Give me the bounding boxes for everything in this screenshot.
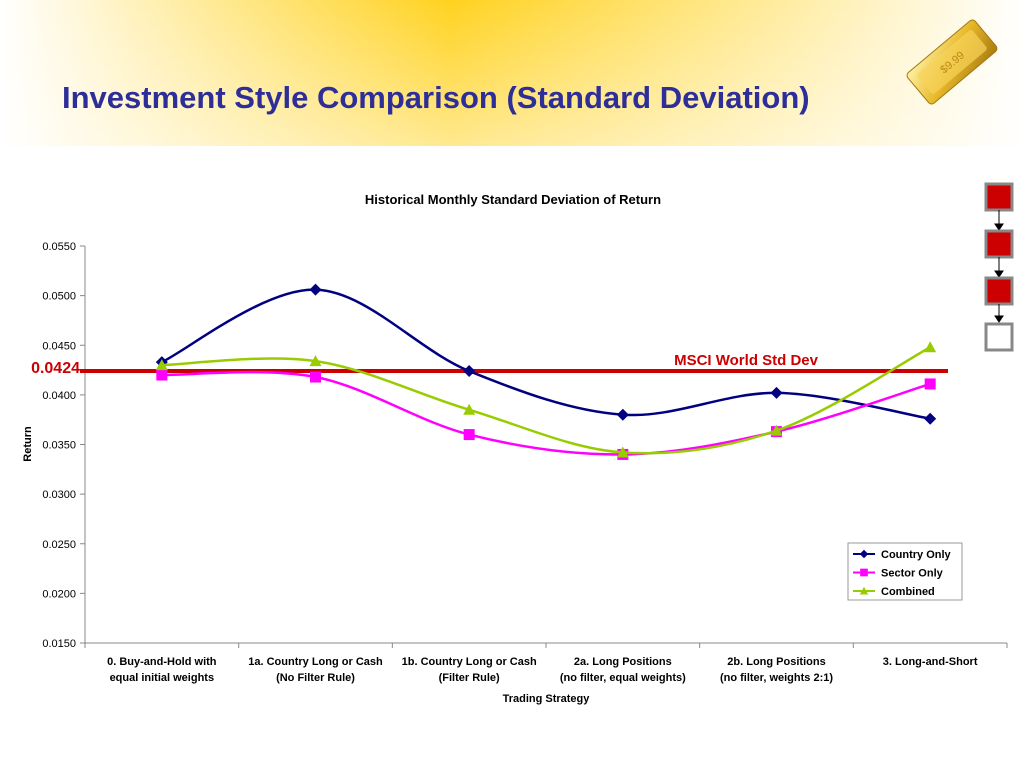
x-tick-label-line: (no filter, equal weights): [560, 672, 686, 684]
data-point: [924, 412, 937, 425]
chart-title: Historical Monthly Standard Deviation of…: [365, 192, 661, 207]
data-point: [770, 386, 783, 399]
data-point: [924, 378, 936, 390]
data-point: [156, 369, 168, 381]
data-point: [463, 365, 476, 378]
data-point: [616, 408, 629, 421]
y-tick-label: 0.0300: [42, 489, 76, 501]
data-point: [463, 403, 476, 415]
y-tick-label: 0.0500: [42, 291, 76, 303]
x-tick-label: 3. Long-and-Short: [883, 656, 978, 668]
x-axis-title: Trading Strategy: [503, 693, 591, 705]
data-point: [616, 446, 629, 458]
x-tick-label: 2a. Long Positions (no filter, equal weig…: [560, 656, 686, 684]
series-line: [161, 288, 931, 420]
y-tick-label: 0.0550: [42, 241, 76, 253]
series-line: [161, 346, 931, 455]
header-fade: [0, 0, 1024, 146]
x-tick-label-line: (Filter Rule): [439, 672, 500, 684]
series-line: [161, 370, 931, 456]
data-point: [770, 424, 783, 436]
x-tick-label: 1b. Country Long or Cash (Filter Rule): [402, 656, 537, 684]
slide-title: Investment Style Comparison (Standard De…: [62, 80, 810, 115]
data-point: [309, 283, 322, 296]
legend-marker: [859, 549, 869, 559]
legend-label: Combined: [881, 586, 935, 598]
x-tick-label-line: (No Filter Rule): [276, 672, 355, 684]
x-tick-label-line: (no filter, weights 2:1): [720, 672, 833, 684]
gold-bar: $9.99: [906, 19, 998, 105]
data-point: [924, 341, 937, 353]
data-point: [309, 355, 322, 367]
y-tick-label: 0.0350: [42, 440, 76, 452]
data-point: [155, 359, 168, 371]
y-tick-label: 0.0200: [42, 588, 76, 600]
y-tick-label: 0.0450: [42, 340, 76, 352]
reference-value: 0.0424: [31, 360, 80, 377]
x-tick-label: 0. Buy-and-Hold with equal initial weight…: [107, 656, 217, 684]
legend-label: Country Only: [881, 549, 952, 561]
x-tick-label-line: 2a. Long Positions: [574, 656, 672, 668]
data-point: [310, 371, 321, 383]
x-tick-label-line: 2b. Long Positions: [727, 656, 825, 668]
x-tick-label: 1a. Country Long or Cash (No Filter Rule): [248, 656, 383, 684]
legend-marker: [860, 568, 868, 577]
reference-name: MSCI World Std Dev: [674, 352, 819, 369]
x-tick-label-line: 3. Long-and-Short: [883, 656, 978, 668]
data-point: [463, 429, 475, 441]
y-tick-label: 0.0400: [42, 390, 76, 402]
x-tick-label-line: 1b. Country Long or Cash: [402, 656, 537, 668]
x-tick-label-line: 1a. Country Long or Cash: [248, 656, 383, 668]
legend-marker: [859, 586, 869, 595]
progress-icons: [984, 182, 1014, 352]
x-tick-label: 2b. Long Positions (no filter, weights 2:…: [720, 656, 833, 684]
x-tick-label-line: equal initial weights: [110, 672, 215, 684]
y-tick-label: 0.0150: [42, 638, 76, 650]
y-tick-label: 0.0250: [42, 539, 76, 551]
legend-label: Sector Only: [881, 568, 944, 580]
x-tick-label-line: 0. Buy-and-Hold with: [107, 656, 217, 668]
y-axis-title: Return: [22, 426, 34, 462]
